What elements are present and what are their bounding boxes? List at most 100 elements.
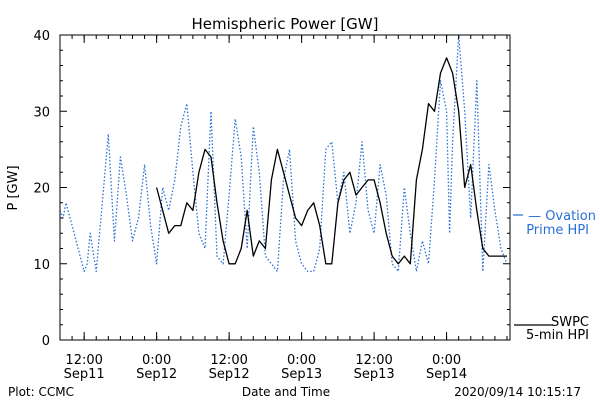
data-point — [271, 263, 272, 264]
data-point — [265, 256, 266, 257]
y-tick-label: 0 — [42, 334, 50, 349]
data-point — [150, 225, 151, 226]
data-point — [349, 172, 350, 173]
data-point — [368, 210, 369, 211]
data-point — [96, 271, 97, 272]
data-point — [192, 172, 193, 173]
data-point — [362, 187, 363, 188]
data-point — [174, 179, 175, 180]
data-point — [416, 179, 417, 180]
data-point — [494, 256, 495, 257]
data-point — [138, 218, 139, 219]
data-point — [374, 179, 375, 180]
data-point — [90, 233, 91, 234]
data-point — [446, 57, 447, 58]
data-point — [223, 240, 224, 241]
data-point — [186, 202, 187, 203]
data-point — [356, 195, 357, 196]
plot-frame — [59, 34, 511, 341]
data-point — [277, 271, 278, 272]
data-point — [416, 271, 417, 272]
data-point — [205, 248, 206, 249]
x-tick-label-time: 0:00 — [287, 353, 316, 368]
data-point — [488, 256, 489, 257]
data-point — [295, 218, 296, 219]
data-point — [470, 218, 471, 219]
data-point — [235, 118, 236, 119]
data-point — [349, 233, 350, 234]
data-point — [410, 263, 411, 264]
data-point — [343, 172, 344, 173]
data-point — [398, 271, 399, 272]
data-point — [307, 210, 308, 211]
data-point — [241, 248, 242, 249]
data-point — [283, 179, 284, 180]
data-point — [434, 111, 435, 112]
data-point — [319, 225, 320, 226]
data-point — [458, 111, 459, 112]
data-point — [331, 263, 332, 264]
plot-timestamp: 2020/09/14 10:15:17 — [454, 385, 581, 399]
data-point — [422, 240, 423, 241]
data-point — [205, 149, 206, 150]
data-point — [156, 187, 157, 188]
data-point — [428, 103, 429, 104]
data-point — [87, 263, 88, 264]
chart-title: Hemispheric Power [GW] — [192, 15, 379, 33]
data-point — [289, 195, 290, 196]
data-point — [174, 225, 175, 226]
legend-swpc-line1: SWPC — [551, 315, 589, 330]
data-point — [452, 73, 453, 74]
data-point — [440, 73, 441, 74]
data-point — [380, 202, 381, 203]
data-point — [482, 271, 483, 272]
data-point — [229, 263, 230, 264]
data-point — [386, 233, 387, 234]
data-point — [192, 210, 193, 211]
data-point — [392, 263, 393, 264]
data-point — [295, 240, 296, 241]
data-point — [434, 179, 435, 180]
data-point — [398, 263, 399, 264]
legend-ovation-line1: — Ovation — [528, 209, 596, 224]
data-point — [132, 240, 133, 241]
plot-credit: Plot: CCMC — [8, 385, 74, 399]
x-tick-label-time: 12:00 — [210, 353, 247, 368]
y-tick-label: 40 — [33, 29, 50, 44]
data-point — [488, 164, 489, 165]
data-point — [470, 164, 471, 165]
data-point — [301, 225, 302, 226]
data-point — [235, 263, 236, 264]
data-point — [168, 233, 169, 234]
data-point — [410, 233, 411, 234]
series-ovation-prime — [59, 34, 508, 273]
data-point — [168, 210, 169, 211]
x-tick-label-time: 12:00 — [65, 353, 102, 368]
data-point — [223, 263, 224, 264]
data-point — [120, 157, 121, 158]
x-tick-label-time: 0:00 — [142, 353, 171, 368]
data-point — [325, 263, 326, 264]
data-point — [507, 256, 508, 257]
data-point — [102, 202, 103, 203]
series-line — [155, 57, 507, 265]
x-tick-label-date: Sep13 — [281, 367, 322, 382]
data-point — [211, 111, 212, 112]
data-point — [180, 126, 181, 127]
data-point — [464, 187, 465, 188]
y-axis-label: P [GW] — [6, 165, 21, 210]
data-point — [84, 271, 85, 272]
series-line — [59, 34, 508, 273]
data-point — [271, 179, 272, 180]
y-tick-label: 30 — [33, 105, 50, 120]
data-point — [277, 149, 278, 150]
data-point — [482, 248, 483, 249]
data-point — [476, 80, 477, 81]
data-point — [72, 225, 73, 226]
x-tick-label-time: 0:00 — [432, 353, 461, 368]
data-point — [162, 187, 163, 188]
series-swpc-hpi — [155, 57, 508, 265]
data-point — [307, 271, 308, 272]
